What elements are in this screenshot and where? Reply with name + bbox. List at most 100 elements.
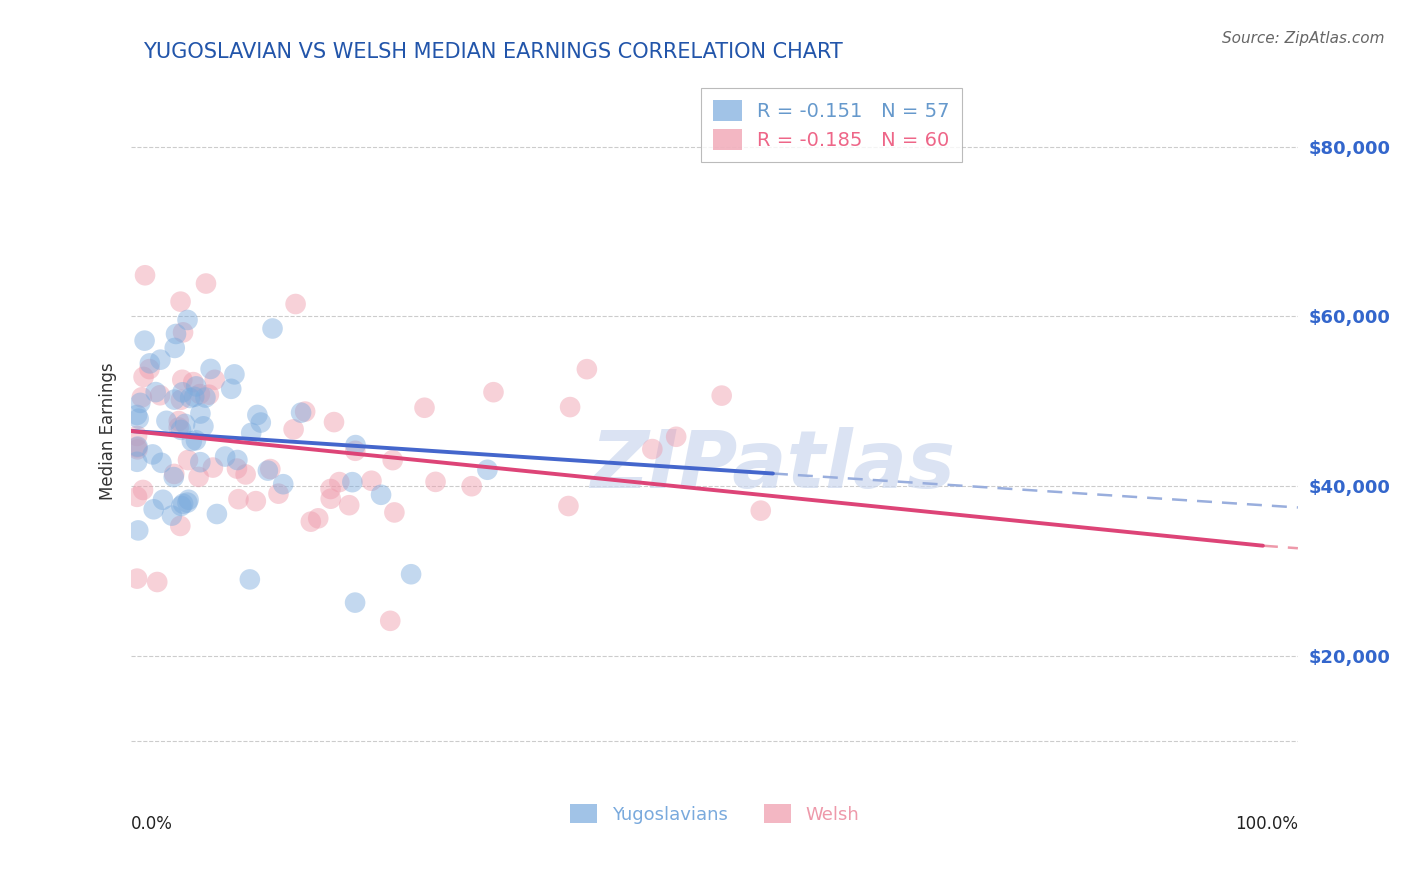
Y-axis label: Median Earnings: Median Earnings — [100, 362, 117, 500]
Point — [214, 450, 236, 464]
Point — [170, 392, 193, 407]
Point — [219, 382, 242, 396]
Point — [384, 505, 406, 519]
Point — [125, 429, 148, 443]
Point — [127, 442, 149, 457]
Point — [152, 492, 174, 507]
Point — [328, 475, 350, 489]
Point — [319, 491, 342, 506]
Point — [163, 341, 186, 355]
Point — [749, 503, 772, 517]
Point — [155, 414, 177, 428]
Point — [319, 482, 342, 496]
Point — [399, 567, 422, 582]
Point — [125, 572, 148, 586]
Point — [149, 388, 172, 402]
Point — [226, 453, 249, 467]
Point — [344, 443, 367, 458]
Point — [201, 460, 224, 475]
Point — [259, 462, 281, 476]
Point — [174, 417, 197, 431]
Point — [482, 385, 505, 400]
Point — [342, 475, 364, 490]
Point — [249, 416, 271, 430]
Point — [127, 440, 149, 454]
Point — [172, 385, 194, 400]
Point — [145, 385, 167, 400]
Point — [128, 411, 150, 425]
Point — [149, 352, 172, 367]
Point — [557, 499, 579, 513]
Point — [150, 456, 173, 470]
Point — [177, 492, 200, 507]
Point — [172, 497, 194, 511]
Text: 0.0%: 0.0% — [131, 815, 173, 833]
Point — [125, 408, 148, 422]
Point — [205, 507, 228, 521]
Point — [195, 277, 218, 291]
Point — [146, 574, 169, 589]
Point — [163, 392, 186, 407]
Point — [460, 479, 482, 493]
Point — [477, 463, 499, 477]
Point — [262, 321, 284, 335]
Point — [360, 474, 382, 488]
Point — [245, 494, 267, 508]
Point — [226, 461, 249, 475]
Legend: Yugoslavians, Welsh: Yugoslavians, Welsh — [562, 797, 866, 830]
Point — [170, 499, 193, 513]
Point — [344, 596, 367, 610]
Point — [323, 415, 346, 429]
Point — [169, 519, 191, 533]
Point — [180, 434, 202, 449]
Point — [228, 492, 250, 507]
Point — [575, 362, 598, 376]
Point — [165, 326, 187, 341]
Point — [337, 498, 360, 512]
Point — [344, 438, 367, 452]
Point — [179, 391, 201, 405]
Point — [186, 379, 208, 393]
Point — [142, 447, 165, 461]
Point — [665, 430, 688, 444]
Point — [183, 390, 205, 404]
Point — [172, 326, 194, 340]
Point — [188, 455, 211, 469]
Point — [267, 486, 290, 500]
Point — [240, 425, 263, 440]
Point — [188, 387, 211, 401]
Point — [134, 334, 156, 348]
Point — [204, 373, 226, 387]
Point — [193, 419, 215, 434]
Point — [163, 467, 186, 481]
Text: YUGOSLAVIAN VS WELSH MEDIAN EARNINGS CORRELATION CHART: YUGOSLAVIAN VS WELSH MEDIAN EARNINGS COR… — [143, 42, 842, 62]
Point — [177, 453, 200, 467]
Point — [190, 407, 212, 421]
Point — [172, 373, 194, 387]
Point — [235, 467, 257, 482]
Point — [558, 400, 581, 414]
Point — [246, 408, 269, 422]
Text: 100.0%: 100.0% — [1234, 815, 1298, 833]
Point — [294, 404, 316, 418]
Point — [271, 477, 294, 491]
Point — [194, 391, 217, 405]
Point — [132, 483, 155, 497]
Point — [299, 515, 322, 529]
Point — [200, 362, 222, 376]
Text: ZIPatlas: ZIPatlas — [591, 427, 956, 505]
Point — [134, 268, 156, 283]
Point — [239, 573, 262, 587]
Point — [139, 356, 162, 370]
Point — [160, 508, 183, 523]
Point — [187, 470, 209, 484]
Point — [283, 422, 305, 436]
Point — [170, 423, 193, 437]
Point — [425, 475, 447, 489]
Point — [284, 297, 307, 311]
Point — [413, 401, 436, 415]
Point — [129, 396, 152, 410]
Point — [167, 420, 190, 434]
Point — [138, 362, 160, 376]
Point — [125, 441, 148, 455]
